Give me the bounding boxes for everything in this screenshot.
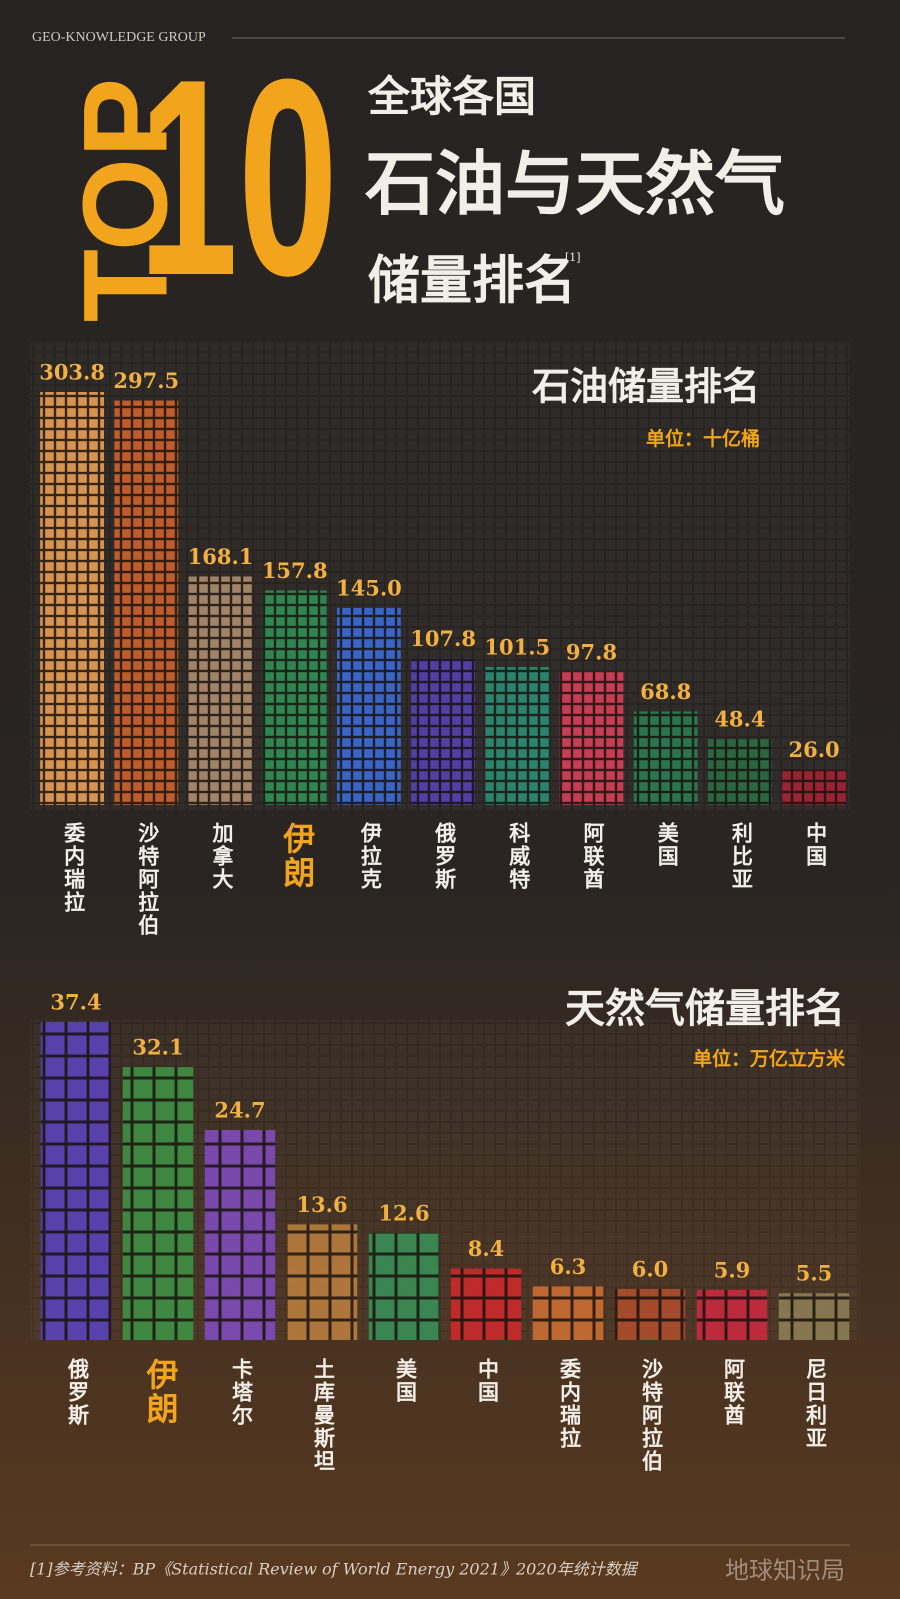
category-label: 美国 xyxy=(655,821,680,868)
bar-cells xyxy=(122,1067,194,1340)
bar-cells xyxy=(336,607,401,805)
brand: 地球知识局 xyxy=(725,1557,845,1585)
bar-cells xyxy=(286,1224,358,1340)
bar-cells xyxy=(262,590,327,805)
category-label: 卡塔尔 xyxy=(230,1358,255,1427)
category-label: 俄罗斯 xyxy=(433,821,458,891)
bar-cells xyxy=(778,1293,850,1340)
value-label: 68.8 xyxy=(640,679,691,704)
unit-label: 单位：十亿桶 xyxy=(646,427,760,450)
value-label: 107.8 xyxy=(410,626,476,651)
value-label: 12.6 xyxy=(378,1200,429,1225)
value-label: 5.9 xyxy=(714,1257,751,1282)
chart-title: 天然气储量排名 xyxy=(565,985,845,1032)
source-note: [1]参考资料：BP《Statistical Review of World E… xyxy=(30,1560,639,1579)
category-label: 中国 xyxy=(476,1358,501,1404)
value-label: 24.7 xyxy=(214,1097,265,1122)
title-line: 储量排名 xyxy=(368,251,576,312)
category-label: 尼日利亚 xyxy=(804,1358,829,1450)
bar-cells xyxy=(532,1286,604,1340)
value-label: 8.4 xyxy=(468,1236,505,1261)
bar-cells xyxy=(450,1268,522,1340)
bar-cells xyxy=(485,667,550,805)
value-label: 48.4 xyxy=(714,707,765,732)
value-label: 157.8 xyxy=(262,558,328,583)
category-label: 土库曼斯坦 xyxy=(312,1358,337,1473)
value-label: 6.0 xyxy=(632,1256,669,1281)
category-label: 美国 xyxy=(394,1357,419,1404)
category-label: 沙特阿拉伯 xyxy=(640,1358,665,1473)
category-label: 阿联酋 xyxy=(722,1358,747,1427)
bar-cells xyxy=(411,658,476,805)
bar-cells xyxy=(114,400,179,805)
category-label: 加拿大 xyxy=(210,822,235,891)
top-label: TOP xyxy=(59,78,193,323)
value-label: 32.1 xyxy=(132,1035,183,1060)
category-label: 利比亚 xyxy=(729,822,754,891)
bar-cells xyxy=(696,1289,768,1340)
category-label: 沙特阿拉伯 xyxy=(136,822,161,937)
category-label: 委内瑞拉 xyxy=(62,821,87,914)
value-label: 145.0 xyxy=(336,575,402,600)
bar-cells xyxy=(782,769,847,805)
bar-cells xyxy=(40,392,105,805)
value-label: 26.0 xyxy=(789,737,840,762)
bar-cells xyxy=(614,1288,686,1340)
bar-cells xyxy=(40,1022,112,1340)
ten-label: 10 xyxy=(138,22,338,334)
category-label: 伊朗 xyxy=(278,822,316,890)
value-label: 37.4 xyxy=(50,990,101,1015)
value-label: 168.1 xyxy=(188,544,254,569)
note-mark: [1] xyxy=(565,251,581,264)
bar-cells xyxy=(633,711,698,805)
category-label: 委内瑞拉 xyxy=(558,1357,583,1450)
title-line: 石油与天然气 xyxy=(365,142,785,225)
bar-cells xyxy=(188,576,253,805)
value-label: 297.5 xyxy=(113,368,179,393)
value-label: 101.5 xyxy=(484,635,550,660)
bar-cells xyxy=(707,739,772,805)
bar-cells xyxy=(559,672,624,805)
category-label: 科威特 xyxy=(507,821,532,891)
category-label: 阿联酋 xyxy=(581,822,606,891)
value-label: 13.6 xyxy=(296,1192,347,1217)
category-label: 伊拉克 xyxy=(358,822,383,891)
bar-cells xyxy=(204,1129,276,1340)
category-label: 伊朗 xyxy=(142,1358,180,1426)
chart-title: 石油储量排名 xyxy=(532,364,760,409)
bar-cells xyxy=(368,1232,440,1340)
group-name: GEO-KNOWLEDGE GROUP xyxy=(32,30,206,45)
category-label: 中国 xyxy=(804,822,829,868)
value-label: 5.5 xyxy=(796,1261,833,1286)
category-label: 俄罗斯 xyxy=(66,1357,91,1427)
unit-label: 单位：万亿立方米 xyxy=(693,1047,846,1070)
value-label: 97.8 xyxy=(566,640,617,665)
value-label: 303.8 xyxy=(39,360,105,385)
value-label: 6.3 xyxy=(550,1254,587,1279)
title-line: 全球各国 xyxy=(367,72,536,121)
